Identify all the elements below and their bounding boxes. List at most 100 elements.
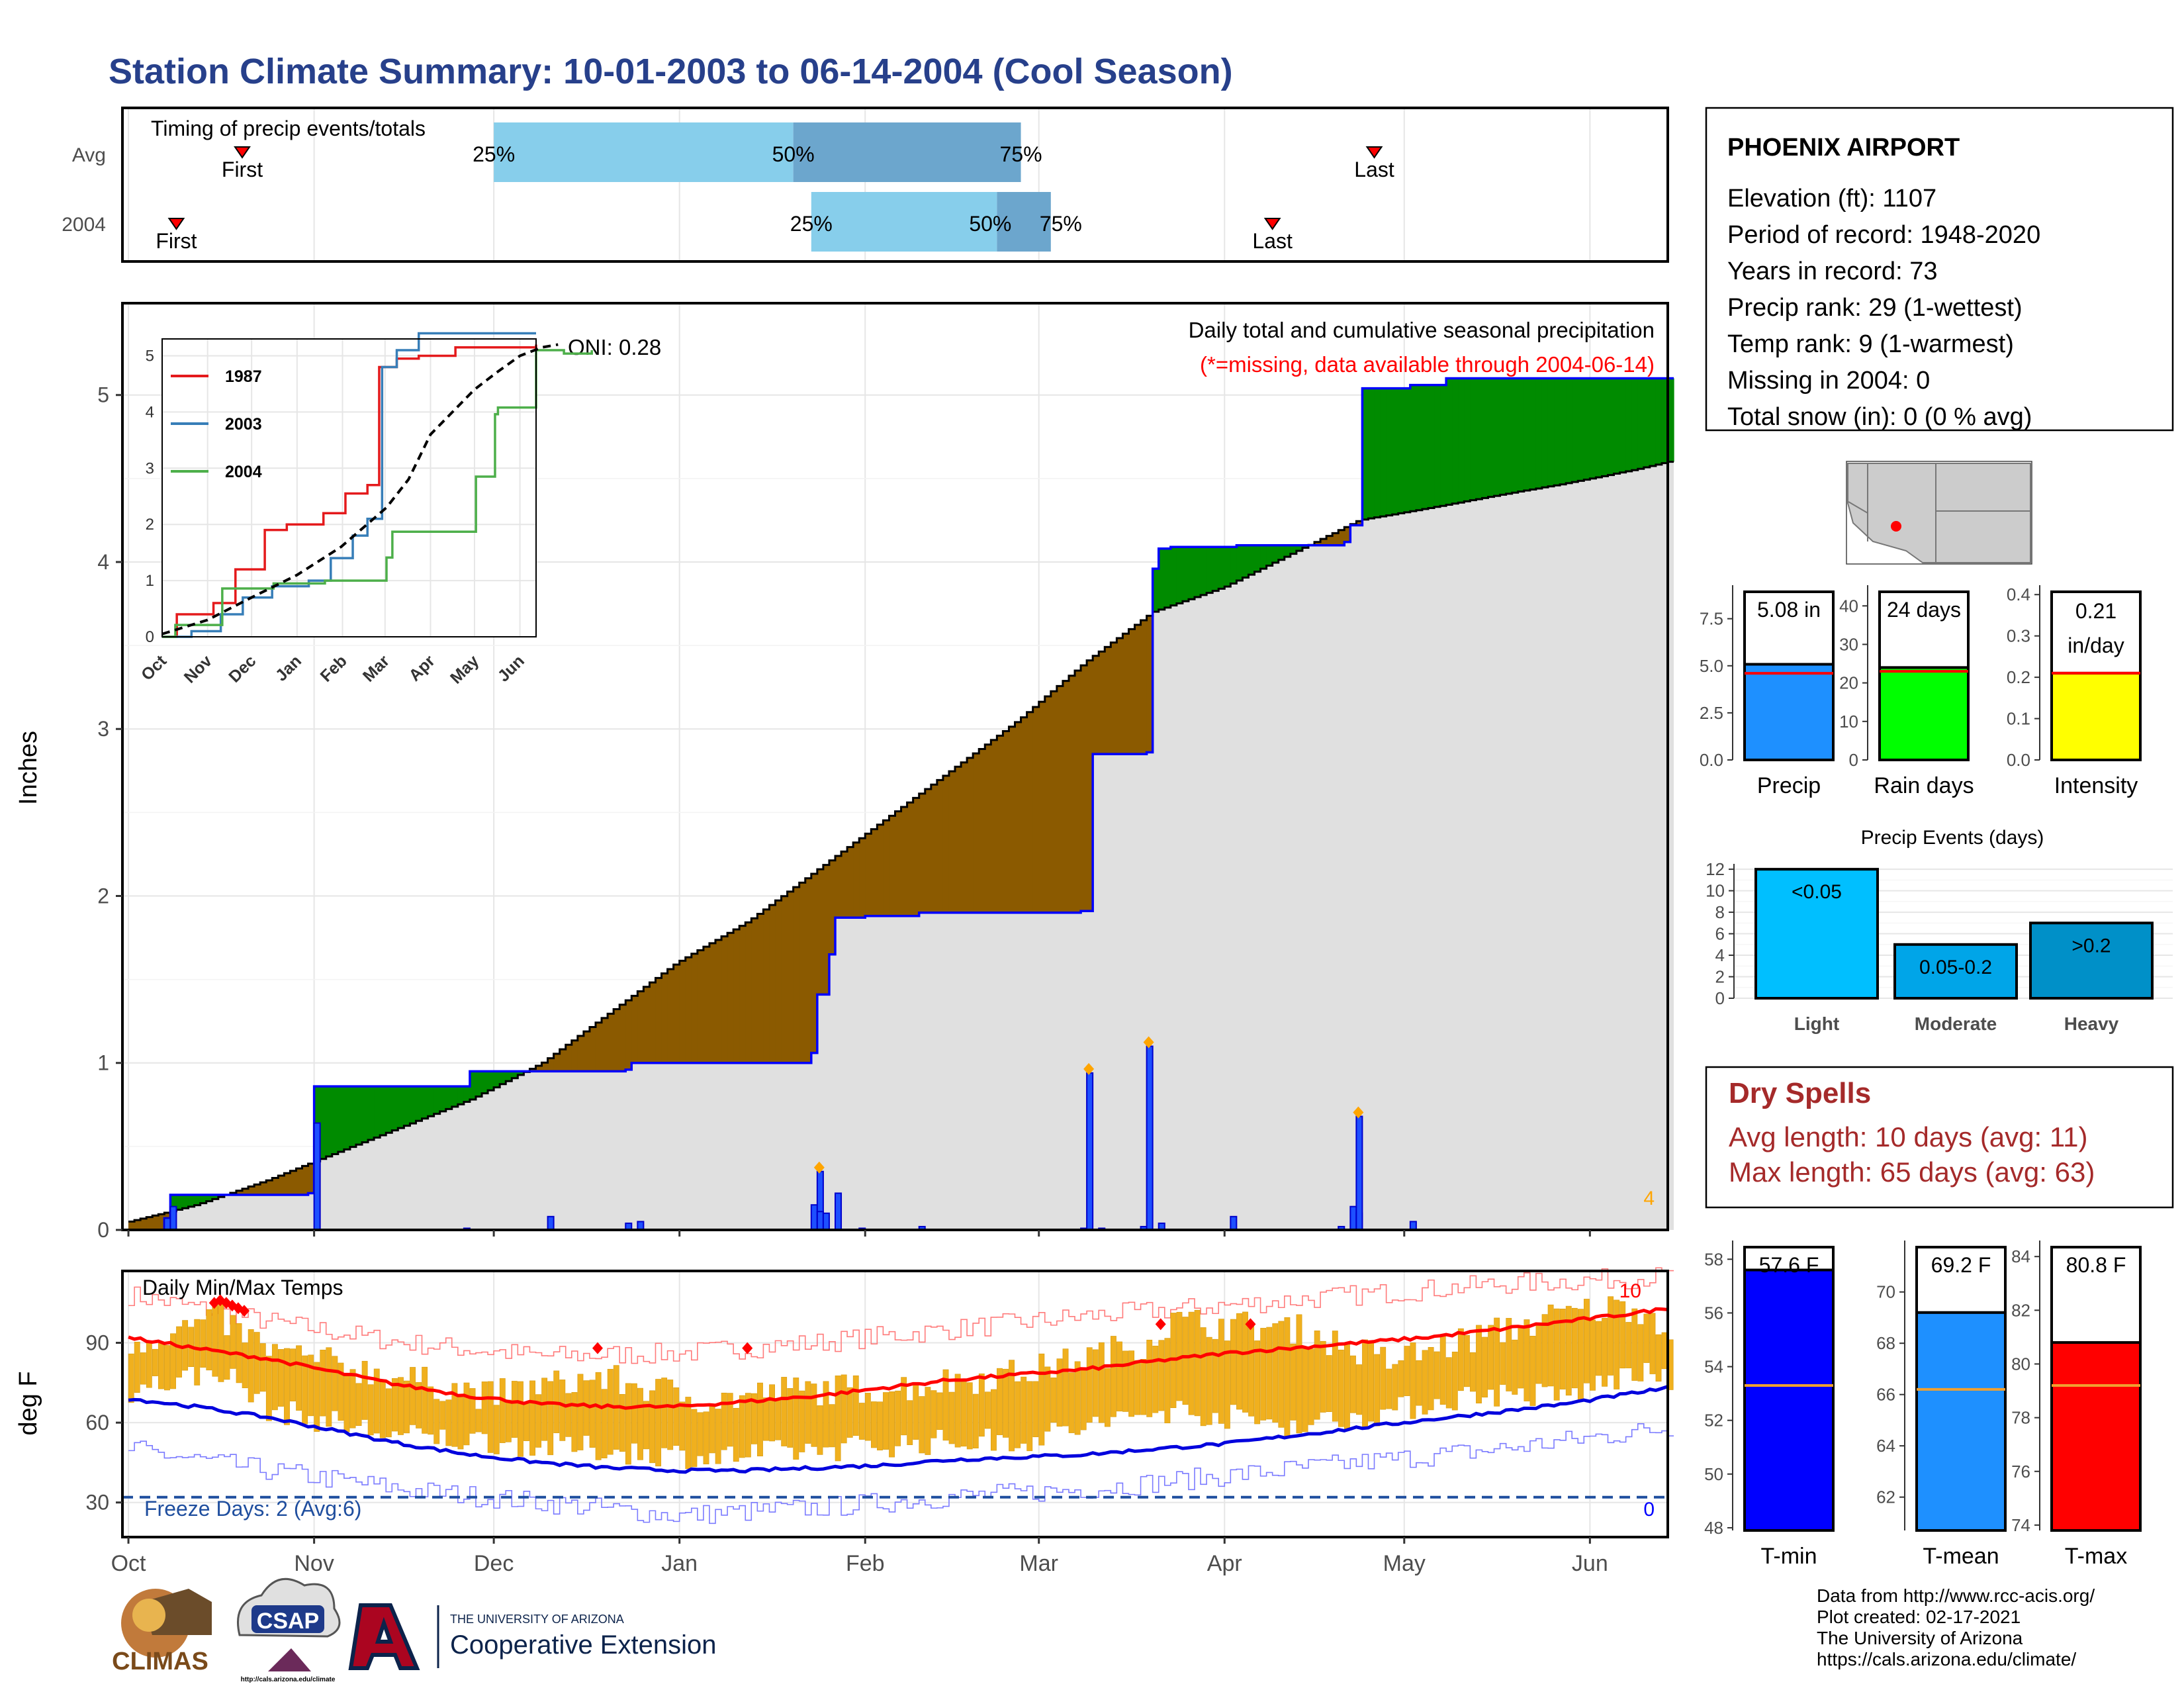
surplus-day — [1386, 388, 1393, 516]
deficit-day — [709, 943, 716, 1063]
surplus-day — [1619, 378, 1627, 473]
deficit-day — [745, 922, 752, 1063]
daily-temp-bar — [146, 1340, 152, 1388]
record-high-marker — [1245, 1318, 1256, 1331]
daily-temp-bar — [367, 1384, 374, 1436]
deficit-day — [1146, 616, 1154, 753]
daily-temp-bar — [667, 1380, 674, 1450]
daily-temp-bar — [589, 1380, 596, 1448]
locator-map — [1846, 461, 2032, 565]
deficit-day — [1093, 655, 1099, 755]
daily-temp-bar — [1590, 1319, 1596, 1391]
deficit-day — [1134, 624, 1142, 755]
daily-temp-bar — [1128, 1350, 1135, 1417]
precip-summary-value-label: 5.08 in — [1757, 598, 1821, 622]
daily-temp-bar — [1068, 1372, 1075, 1433]
deficit-day — [631, 996, 638, 1063]
daily-temp-bar — [607, 1369, 614, 1455]
daily-temp-bar — [661, 1378, 668, 1448]
deficit-day — [948, 771, 956, 913]
daily-temp-bar — [1631, 1308, 1638, 1381]
precip-summary-ytick-label: 0.4 — [2007, 585, 2030, 604]
deficit-day — [835, 855, 842, 918]
daily-temp-bar — [991, 1389, 997, 1451]
daily-temp-bar — [1086, 1347, 1093, 1423]
daily-precip-bar — [810, 1204, 818, 1231]
precip-summary-label-box — [1743, 590, 1835, 666]
daily-temp-bar — [463, 1382, 470, 1446]
daily-temp-bar — [1500, 1342, 1506, 1385]
daily-temp-bar — [858, 1403, 865, 1440]
surplus-day — [1482, 378, 1489, 498]
precip-summary-bars: 0.0 2.5 5.0 7.5 5.08 in Precip 0 10 20 30 40 24 day… — [1700, 585, 2142, 798]
daily-precip-bar — [1146, 1045, 1154, 1231]
daily-temp-bar — [1015, 1381, 1021, 1448]
daily-temp-bar — [391, 1378, 398, 1432]
temp-frame — [121, 1270, 1669, 1538]
surplus-day — [1158, 548, 1165, 610]
temp-summary-ytick-label: 64 — [1876, 1436, 1895, 1456]
deficit-day — [146, 1217, 153, 1230]
temp-ytick-label: 60 — [85, 1411, 109, 1434]
surplus-day — [1362, 388, 1369, 520]
deficit-day — [1038, 702, 1046, 913]
daily-temp-bar — [1649, 1313, 1656, 1374]
inset-month-label: May — [447, 651, 482, 687]
surplus-day — [1176, 547, 1183, 604]
deficit-day — [649, 982, 657, 1063]
surplus-day — [1392, 388, 1399, 515]
daily-temp-bar — [1608, 1296, 1614, 1376]
surplus-day — [1560, 378, 1567, 485]
deficit-day — [673, 964, 680, 1063]
daily-temp-bar — [1284, 1317, 1291, 1437]
temp-summary-ytick-label: 62 — [1876, 1487, 1895, 1507]
surplus-day — [518, 1071, 524, 1075]
deficit-day — [955, 767, 962, 913]
events-ytick-label: 0 — [1715, 988, 1725, 1008]
daily-temp-bar — [1021, 1376, 1027, 1444]
timing-label: Timing of precip events/totals — [151, 117, 426, 140]
deficit-day — [1003, 731, 1010, 913]
deficit-day — [853, 842, 860, 918]
daily-temp-bar — [787, 1388, 794, 1448]
surplus-day — [1404, 388, 1411, 512]
surplus-day — [1608, 378, 1615, 475]
daily-temp-bar — [1044, 1366, 1051, 1432]
timing-row-2004: 2004 — [62, 214, 106, 236]
daily-temp-bar — [398, 1377, 404, 1435]
deficit-day — [817, 869, 824, 995]
events-ytick-label: 8 — [1715, 902, 1725, 922]
record-min-line — [128, 1423, 1674, 1524]
deficit-day — [1050, 691, 1058, 913]
uofa-logo: THE UNIVERSITY OF ARIZONA Cooperative Ex… — [348, 1603, 716, 1670]
daily-temp-bar — [1422, 1350, 1428, 1415]
deficit-day — [715, 939, 722, 1063]
daily-temp-bar — [1230, 1319, 1236, 1405]
daily-temp-bar — [128, 1353, 134, 1403]
daily-temp-bar — [1625, 1322, 1632, 1368]
precip-summary-ytick-label: 0 — [1849, 750, 1858, 770]
daily-temp-bar — [200, 1319, 206, 1368]
daily-temp-bar — [1637, 1324, 1644, 1382]
surplus-day — [1464, 378, 1471, 502]
daily-temp-bar — [1146, 1339, 1153, 1417]
precip-summary-ytick-label: 0.2 — [2007, 667, 2030, 687]
main-ytick-label: 3 — [97, 717, 109, 741]
surplus-day — [1195, 547, 1201, 597]
daily-temp-bar — [481, 1382, 488, 1434]
surplus-day — [1296, 545, 1303, 551]
deficit-day — [889, 816, 896, 916]
surplus-day — [1518, 378, 1525, 492]
temp-ylabel: deg F — [15, 1371, 42, 1435]
surplus-day — [1410, 385, 1417, 512]
daily-temp-bar — [1404, 1346, 1410, 1396]
daily-temp-bar — [1272, 1323, 1279, 1423]
deficit-day — [991, 739, 997, 913]
daily-temp-bar — [1254, 1340, 1261, 1425]
daily-precip-bar — [169, 1205, 177, 1231]
deficit-day — [602, 1017, 608, 1072]
daily-temp-bar — [799, 1390, 805, 1452]
highlight-day-marker — [813, 1161, 825, 1174]
deficit-day — [1021, 717, 1028, 913]
surplus-day — [1535, 378, 1543, 489]
